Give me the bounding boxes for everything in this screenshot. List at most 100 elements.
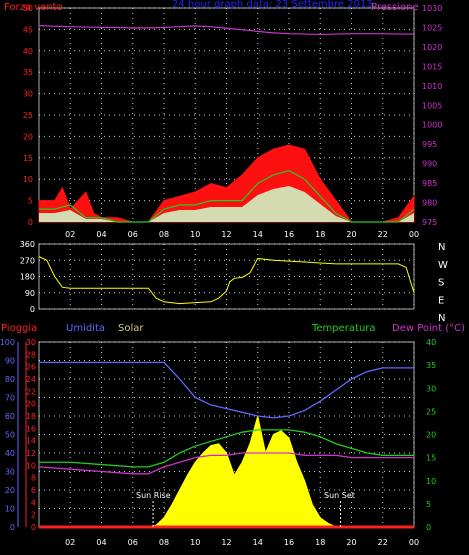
wind-axis-tick: 30 (23, 90, 33, 99)
x-tick-label-top: 14 (253, 230, 263, 239)
temp-axis-tick: 30 (426, 384, 436, 393)
temp-axis-tick: 0 (426, 523, 431, 532)
x-tick-label-bottom: 20 (346, 538, 356, 547)
wind-average-line (39, 169, 415, 223)
pressure-axis-tick: 1010 (422, 82, 442, 91)
chart-labels: 0202040406060808101012121414161618182020… (0, 4, 448, 547)
sunrise-label: Sun Rise (136, 491, 171, 500)
compass-label: S (438, 278, 444, 289)
pressure-axis-tick: 1005 (422, 101, 442, 110)
temp-axis-tick: 15 (426, 454, 436, 463)
pressure-title: Pressione (371, 2, 419, 13)
wind-axis-tick: 35 (23, 68, 33, 77)
wind-axis-tick: 0 (28, 218, 33, 227)
x-tick-label-bottom: 06 (128, 538, 138, 547)
rain-axis-tick: 16 (26, 424, 36, 433)
rain-axis-tick: 24 (26, 375, 36, 384)
x-tick-label-top: 04 (96, 230, 106, 239)
x-tick-label-bottom: 02 (65, 538, 75, 547)
compass-label: E (438, 295, 444, 306)
humidity-axis-tick: 50 (5, 431, 15, 440)
wind-speed-title: Forza vento (4, 2, 63, 13)
rain-axis-tick: 18 (26, 412, 36, 421)
humidity-axis-tick: 60 (5, 412, 15, 421)
dew-point-title: Dew Point (°C) (392, 323, 465, 334)
rain-axis-tick: 22 (26, 387, 36, 396)
x-tick-label-top: 12 (221, 230, 231, 239)
temp-axis-tick: 20 (426, 431, 436, 440)
pressure-axis-tick: 985 (422, 179, 437, 188)
temperature-line (39, 429, 414, 468)
rain-axis-tick: 12 (26, 449, 36, 458)
x-tick-label-top: 00 (409, 230, 419, 239)
wind-axis-tick: 40 (23, 47, 33, 56)
humidity-line (39, 361, 414, 419)
direction-axis-tick: 270 (20, 256, 35, 265)
rain-axis-tick: 26 (26, 363, 36, 372)
sunset-label: Sun Set (324, 491, 355, 500)
pressure-axis-tick: 980 (422, 199, 437, 208)
temp-axis-tick: 10 (426, 477, 436, 486)
rain-title: Pioggia (1, 323, 37, 334)
x-tick-label-top: 02 (65, 230, 75, 239)
humidity-axis-tick: 0 (10, 523, 15, 532)
x-tick-label-top: 16 (284, 230, 294, 239)
x-tick-label-top: 10 (190, 230, 200, 239)
x-tick-label-bottom: 22 (378, 538, 388, 547)
x-tick-label-bottom: 10 (190, 538, 200, 547)
chart-series (38, 24, 415, 529)
chart-grid (39, 7, 415, 528)
pressure-axis-tick: 975 (422, 218, 437, 227)
x-tick-label-top: 18 (315, 230, 325, 239)
rain-axis-tick: 30 (26, 338, 36, 347)
pressure-line (38, 24, 414, 36)
rain-axis-tick: 28 (26, 350, 36, 359)
humidity-axis-tick: 70 (5, 394, 15, 403)
direction-axis-tick: 180 (20, 273, 35, 282)
compass-label: W (438, 260, 448, 271)
rain-axis-tick: 0 (31, 523, 36, 532)
wind-calm-area (39, 186, 414, 222)
direction-axis-tick: 90 (25, 289, 35, 298)
wind-axis-tick: 25 (23, 111, 33, 120)
compass-label: N (438, 313, 445, 324)
rain-axis-tick: 10 (26, 461, 36, 470)
x-tick-label-top: 08 (159, 230, 169, 239)
humidity-title: Umidita (66, 323, 105, 334)
rain-axis-tick: 8 (31, 474, 36, 483)
x-tick-label-top: 22 (378, 230, 388, 239)
pressure-axis-tick: 1025 (422, 23, 442, 32)
temp-axis-tick: 40 (426, 338, 436, 347)
temp-axis-tick: 35 (426, 361, 436, 370)
chart-title: 24 hour graph data: 23 Settembre 2013 (172, 0, 373, 10)
direction-axis-tick: 360 (20, 240, 35, 249)
compass-label: N (438, 242, 445, 253)
solar-area (140, 415, 337, 528)
wind-axis-tick: 50 (23, 4, 33, 13)
x-tick-label-bottom: 14 (253, 538, 263, 547)
wind-axis-tick: 10 (23, 175, 33, 184)
humidity-axis-tick: 40 (5, 449, 15, 458)
x-tick-label-bottom: 18 (315, 538, 325, 547)
pressure-axis-tick: 1015 (422, 62, 442, 71)
humidity-axis-tick: 10 (5, 505, 15, 514)
x-tick-label-bottom: 04 (96, 538, 106, 547)
temp-axis-tick: 5 (426, 500, 431, 509)
dew-point-line (38, 452, 414, 475)
pressure-axis-tick: 995 (422, 140, 437, 149)
rain-axis-tick: 6 (31, 486, 36, 495)
humidity-axis-tick: 90 (5, 357, 15, 366)
solar-title: Solar (118, 323, 144, 334)
pressure-axis-tick: 990 (422, 160, 437, 169)
humidity-axis-tick: 100 (0, 338, 15, 347)
wind-axis-tick: 20 (23, 132, 33, 141)
pressure-axis-tick: 1020 (422, 43, 442, 52)
x-tick-label-bottom: 08 (159, 538, 169, 547)
direction-axis-tick: 0 (30, 305, 35, 314)
temperature-title: Temperatura (311, 323, 376, 334)
pressure-axis-tick: 1030 (422, 4, 442, 13)
wind-direction-line (38, 256, 415, 305)
x-tick-label-top: 20 (346, 230, 356, 239)
x-tick-label-bottom: 00 (409, 538, 419, 547)
